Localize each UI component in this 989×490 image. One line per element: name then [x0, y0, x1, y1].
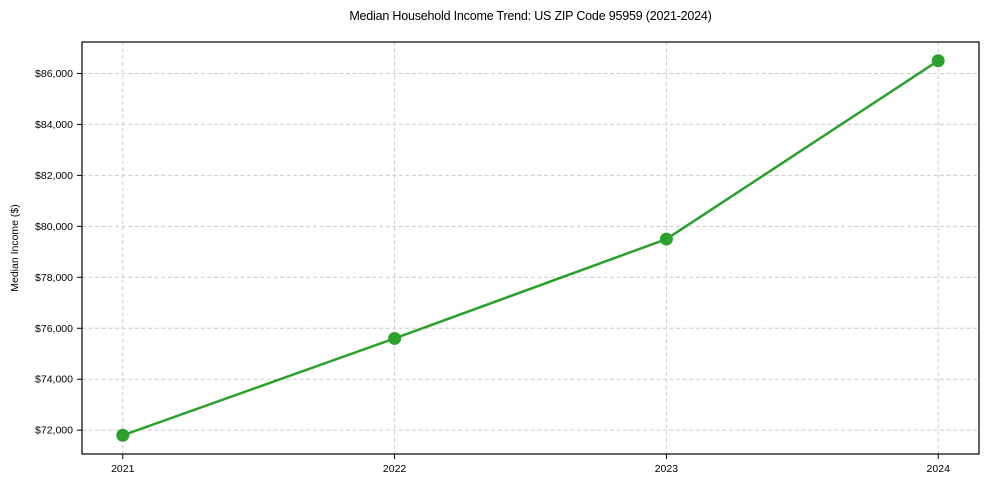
data-point-2023 [659, 232, 673, 246]
chart-title: Median Household Income Trend: US ZIP Co… [349, 9, 712, 23]
x-tick-label: 2022 [383, 463, 407, 475]
x-tick-label: 2021 [111, 463, 135, 475]
y-tick-label: $72,000 [35, 425, 73, 437]
data-point-2024 [931, 54, 945, 68]
x-tick-label: 2023 [655, 463, 679, 475]
y-axis-title: Median Income ($) [9, 204, 21, 292]
y-tick-label: $78,000 [35, 272, 73, 284]
data-point-2022 [388, 331, 402, 345]
y-tick-label: $82,000 [35, 170, 73, 182]
y-tick-label: $84,000 [35, 119, 73, 131]
data-point-2021 [116, 428, 130, 442]
x-tick-label: 2024 [927, 463, 951, 475]
y-tick-label: $86,000 [35, 68, 73, 80]
y-tick-label: $76,000 [35, 323, 73, 335]
plot-frame [81, 41, 980, 455]
trend-line [121, 59, 940, 437]
y-tick-label: $80,000 [35, 221, 73, 233]
y-tick-label: $74,000 [35, 374, 73, 386]
